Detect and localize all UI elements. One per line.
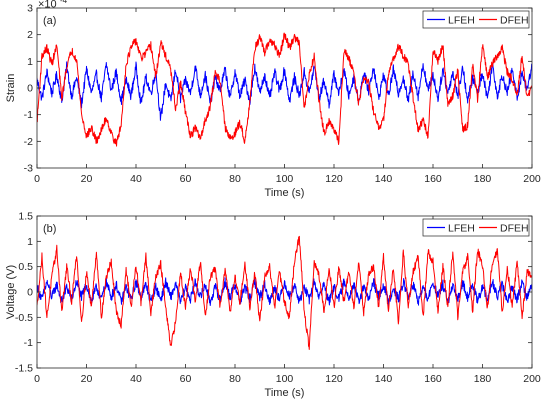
panel-a: 0 20 40 60 80 100 120 140 160 180 200 -3 -2 -1 0 1 2 3 ×10…	[5, 0, 541, 199]
x-tick-label: 20	[81, 373, 93, 385]
legend-label-lfeh: LFEH	[448, 14, 475, 26]
y-tick-label: 1.5	[18, 211, 33, 223]
y-tick-label: -0.5	[15, 312, 33, 324]
y-tick-label: -1	[24, 109, 33, 121]
series-line-lfeh	[37, 61, 532, 121]
panel-b: 0 20 40 60 80 100 120 140 160 180 200 -1.5 -1 -0.5 0 0.…	[5, 211, 541, 400]
legend-label-dfeh: DFEH	[500, 14, 529, 26]
series-line-dfeh	[37, 235, 532, 350]
y-tick-label: 3	[27, 3, 33, 15]
x-tick-label: 200	[523, 373, 541, 385]
y-tick-label: 1	[27, 56, 33, 68]
panel-label: (b)	[43, 223, 56, 235]
y-tick-label: 1	[27, 236, 33, 248]
series-line-dfeh	[37, 32, 532, 147]
y-axis-label: Strain	[5, 74, 17, 103]
x-axis-label: Time (s)	[265, 187, 305, 199]
legend-box	[422, 218, 530, 237]
x-axis-label: Time (s)	[265, 387, 305, 399]
x-tick-label: 0	[34, 173, 40, 185]
y-axis-label: Voltage (V)	[5, 265, 17, 319]
y-tick-label: 0.5	[18, 261, 33, 273]
legend: LFEH DFEH	[422, 218, 530, 237]
series-group	[37, 235, 532, 350]
x-tick-label: 120	[325, 173, 343, 185]
x-tick-label: 140	[375, 173, 393, 185]
series-group	[37, 32, 532, 147]
legend: LFEH DFEH	[422, 10, 530, 29]
legend-box	[422, 10, 530, 29]
x-tick-label: 80	[229, 373, 241, 385]
x-tick-label: 100	[276, 373, 294, 385]
panel-label: (a)	[43, 15, 56, 27]
x-tick-label: 0	[34, 373, 40, 385]
y-exponent-base: ×10	[38, 0, 57, 11]
legend-label-lfeh: LFEH	[448, 222, 475, 234]
y-tick-label: -2	[24, 136, 33, 148]
x-tick-label: 200	[523, 173, 541, 185]
x-tick-label: 160	[424, 173, 442, 185]
x-tick-label: 60	[180, 373, 192, 385]
y-tick-label: -1.5	[15, 363, 33, 375]
y-tick-label: -3	[24, 163, 33, 175]
x-tick-label: 180	[474, 373, 492, 385]
x-tick-label: 60	[180, 173, 192, 185]
y-tick-label: -1	[24, 337, 33, 349]
y-tick-label: 0	[27, 287, 33, 299]
x-tick-label: 40	[130, 373, 142, 385]
x-tick-label: 20	[81, 173, 93, 185]
x-tick-label: 100	[276, 173, 294, 185]
y-tick-label: 0	[27, 83, 33, 95]
x-tick-label: 80	[229, 173, 241, 185]
x-tick-label: 140	[375, 373, 393, 385]
x-tick-label: 160	[424, 373, 442, 385]
legend-label-dfeh: DFEH	[500, 222, 529, 234]
x-tick-label: 120	[325, 373, 343, 385]
x-tick-label: 40	[130, 173, 142, 185]
y-tick-label: 2	[27, 29, 33, 41]
y-exponent-power: -4	[60, 0, 68, 5]
x-tick-label: 180	[474, 173, 492, 185]
